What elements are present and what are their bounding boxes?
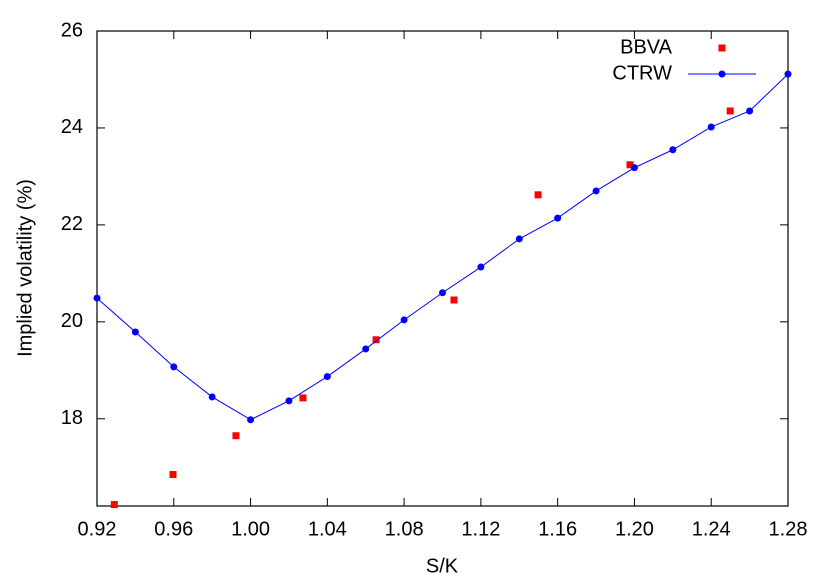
y-axis-label: Implied volatility (%) <box>14 179 36 357</box>
point <box>626 161 634 169</box>
point <box>362 345 370 353</box>
legend-label: BBVA <box>620 36 673 58</box>
point <box>784 70 792 78</box>
point <box>323 373 331 381</box>
point <box>232 432 240 440</box>
x-tick-label: 1.04 <box>308 518 347 540</box>
point <box>630 164 638 172</box>
y-tick-label: 20 <box>61 310 83 332</box>
x-tick-label: 1.16 <box>538 518 577 540</box>
point <box>450 296 458 304</box>
x-tick-label: 0.96 <box>154 518 193 540</box>
point <box>169 470 177 478</box>
line <box>96 73 789 421</box>
x-tick-label: 1.24 <box>692 518 731 540</box>
legend-marker <box>718 44 726 52</box>
point <box>208 393 216 401</box>
legend-label: CTRW <box>612 62 672 84</box>
point <box>669 146 677 154</box>
point <box>299 394 307 402</box>
point <box>477 263 485 271</box>
x-tick-label: 1.20 <box>615 518 654 540</box>
point <box>726 107 734 115</box>
point <box>439 289 446 297</box>
point <box>170 363 178 371</box>
point <box>247 416 255 424</box>
plot-frame <box>96 30 789 507</box>
y-tick-label: 26 <box>61 19 83 41</box>
y-tick-label: 24 <box>61 116 83 138</box>
y-tick-label: 22 <box>61 213 83 235</box>
point <box>131 328 139 336</box>
x-tick-label: 1.00 <box>231 518 270 540</box>
point <box>372 336 380 344</box>
point <box>554 214 562 222</box>
x-tick-label: 1.12 <box>461 518 500 540</box>
point <box>515 235 523 243</box>
x-tick-label: 1.28 <box>769 518 808 540</box>
point <box>400 316 408 324</box>
y-tick-label: 18 <box>61 407 83 429</box>
legend-marker <box>718 70 726 78</box>
point <box>592 187 600 195</box>
point <box>707 123 715 131</box>
point <box>746 107 754 115</box>
x-tick-label: 1.08 <box>385 518 424 540</box>
point <box>534 191 542 199</box>
point <box>285 397 293 405</box>
point <box>93 294 101 302</box>
x-axis-label: S/K <box>426 555 459 577</box>
x-tick-label: 0.92 <box>78 518 117 540</box>
point <box>110 501 118 509</box>
